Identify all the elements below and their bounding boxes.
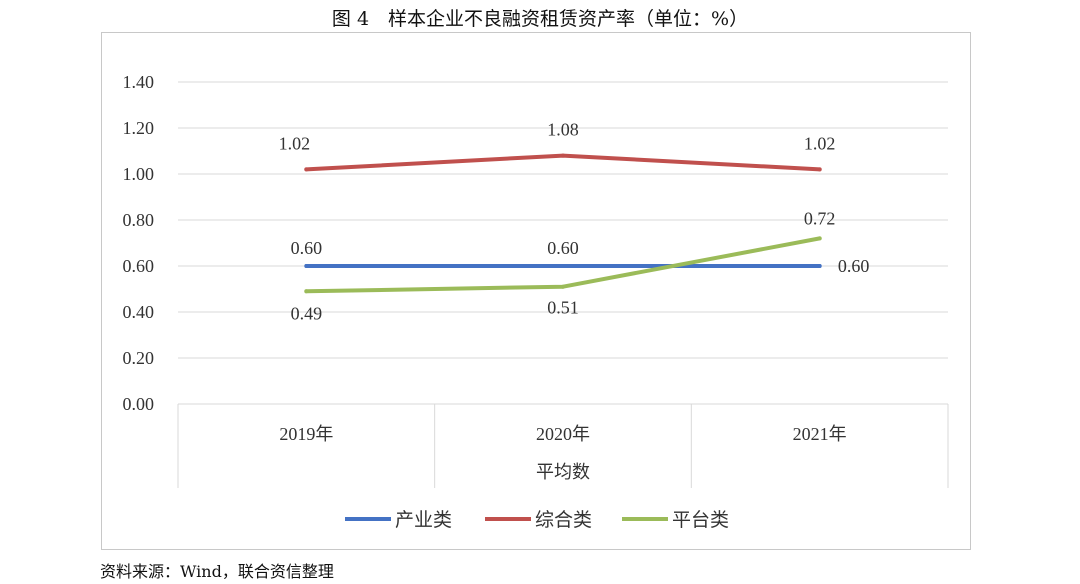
data-label-综合类: 1.02 bbox=[804, 133, 836, 153]
y-tick-label: 0.60 bbox=[123, 256, 155, 276]
chart-frame bbox=[101, 32, 971, 550]
y-tick-label: 0.20 bbox=[123, 348, 155, 368]
data-label-产业类: 0.60 bbox=[838, 256, 870, 276]
data-point-产业类 bbox=[304, 264, 309, 268]
y-tick-label: 1.20 bbox=[123, 118, 155, 138]
data-point-综合类 bbox=[304, 167, 309, 172]
data-point-平台类 bbox=[304, 289, 309, 294]
y-tick-label: 0.00 bbox=[123, 394, 155, 414]
data-label-平台类: 0.72 bbox=[804, 208, 836, 228]
series-line-综合类 bbox=[304, 153, 822, 172]
series-layer bbox=[304, 153, 822, 294]
data-label-产业类: 0.60 bbox=[547, 238, 579, 258]
data-point-平台类 bbox=[561, 284, 565, 289]
x-tick-label: 2019年 bbox=[279, 424, 333, 444]
legend-label-产业类: 产业类 bbox=[395, 509, 452, 531]
y-tick-label: 1.40 bbox=[123, 72, 155, 92]
x-axis-label: 平均数 bbox=[536, 462, 590, 482]
data-label-综合类: 1.08 bbox=[547, 120, 579, 140]
data-label-平台类: 0.51 bbox=[547, 298, 579, 318]
y-tick-label: 1.00 bbox=[123, 164, 155, 184]
data-label-layer: 0.60 0.60 0.60 1.02 1.08 1.02 0.49 0.51 0.72 bbox=[279, 120, 870, 324]
data-point-产业类 bbox=[561, 264, 565, 268]
legend: 产业类 综合类 平台类 bbox=[345, 509, 729, 531]
legend-label-平台类: 平台类 bbox=[672, 509, 729, 531]
data-label-平台类: 0.49 bbox=[291, 303, 323, 323]
source-note: 资料来源：Wind，联合资信整理 bbox=[100, 562, 334, 581]
data-point-产业类 bbox=[817, 264, 822, 268]
x-tick-label: 2020年 bbox=[536, 424, 590, 444]
y-tick-label: 0.40 bbox=[123, 302, 155, 322]
data-point-综合类 bbox=[817, 167, 822, 172]
figure-title: 图 4 样本企业不良融资租赁资产率（单位：%） bbox=[331, 8, 749, 30]
legend-label-综合类: 综合类 bbox=[535, 509, 592, 531]
y-tick-label: 0.80 bbox=[123, 210, 155, 230]
data-label-综合类: 1.02 bbox=[279, 133, 311, 153]
axis-layer: 0.00 0.20 0.40 0.60 0.80 1.00 1.20 1.40 2019年 202… bbox=[123, 72, 847, 482]
x-tick-label: 2021年 bbox=[793, 424, 847, 444]
data-label-产业类: 0.60 bbox=[291, 238, 323, 258]
data-point-平台类 bbox=[817, 236, 822, 241]
data-point-综合类 bbox=[561, 153, 565, 158]
grid-layer bbox=[177, 81, 949, 488]
